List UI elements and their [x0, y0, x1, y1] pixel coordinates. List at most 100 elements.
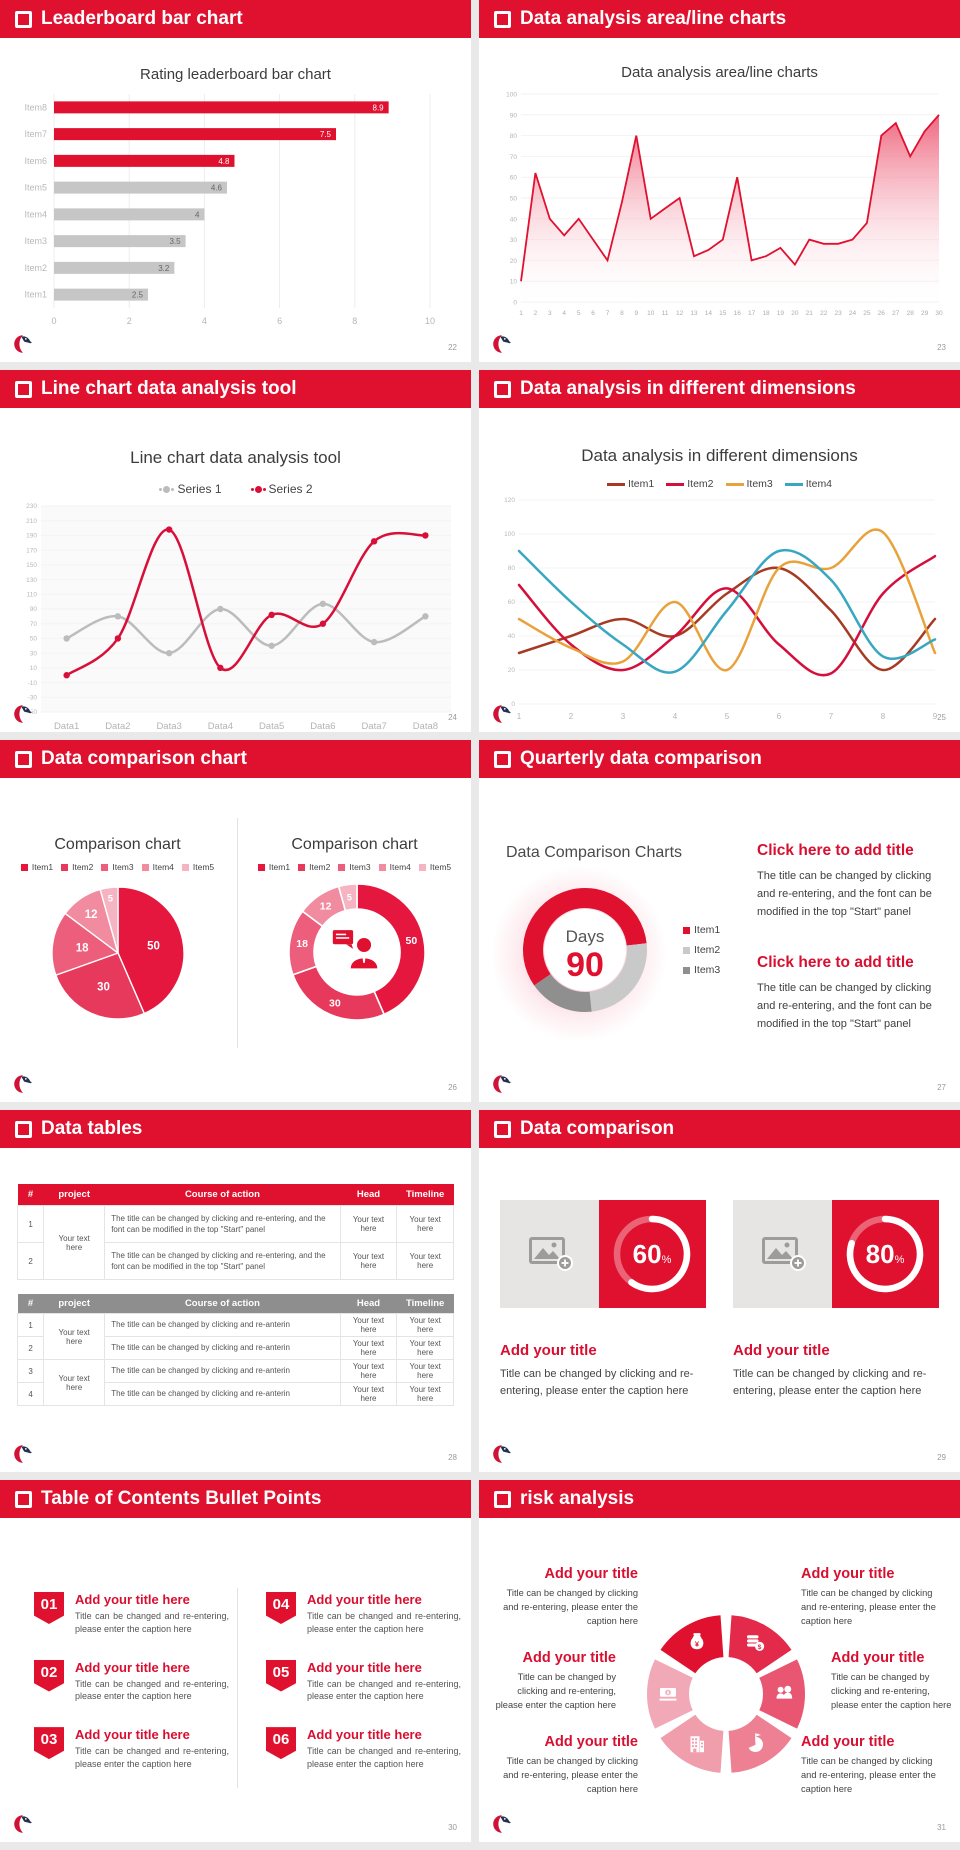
block-body: Title can be changed by clicking and re-…	[503, 1588, 638, 1626]
svg-text:40: 40	[508, 633, 516, 640]
svg-text:70: 70	[30, 621, 38, 628]
slide-leaderboard-bar-chart[interactable]: Leaderboard bar chart Rating leaderboard…	[0, 0, 471, 362]
chart-legend: Item1 Item2 Item3 Item4 Item5	[238, 862, 471, 872]
table-header-cell: Timeline	[396, 1184, 454, 1206]
svg-text:24: 24	[849, 310, 857, 317]
page-number: 25	[937, 713, 946, 722]
donut-slice	[337, 883, 358, 912]
svg-text:4.6: 4.6	[211, 184, 223, 193]
svg-text:100: 100	[506, 92, 517, 99]
item-caption: Title can be changed and re-entering, pl…	[307, 1678, 461, 1702]
svg-text:Item6: Item6	[24, 156, 47, 166]
toc-item[interactable]: 02 Add your title here Title can be chan…	[34, 1659, 229, 1704]
svg-text:Item1: Item1	[24, 290, 47, 300]
card-title: Add your title	[733, 1342, 830, 1359]
comparison-card[interactable]: 80%	[733, 1200, 939, 1308]
svg-text:4: 4	[673, 712, 678, 721]
item-caption: Title can be changed and re-entering, pl…	[75, 1611, 229, 1634]
block-body: Title can be changed by clicking and re-…	[503, 1756, 638, 1794]
comparison-card[interactable]: 60%	[500, 1200, 706, 1308]
text-block[interactable]: Click here to add title The title can be…	[757, 954, 947, 1033]
data-point	[268, 642, 275, 649]
risk-block[interactable]: Add your title Title can be changed by c…	[831, 1650, 957, 1713]
svg-text:Item3: Item3	[24, 236, 47, 246]
table-header-cell: #	[17, 1184, 44, 1206]
data-point	[370, 538, 378, 545]
svg-text:120: 120	[504, 497, 515, 504]
toc-item[interactable]: 06 Add your title here Title can be chan…	[266, 1727, 461, 1771]
chart-legend: Item1 Item2 Item3 Item4	[479, 478, 960, 490]
svg-text:¥: ¥	[667, 1691, 670, 1697]
block-body: Title can be changed by clicking and re-…	[801, 1756, 936, 1794]
svg-text:80%: 80%	[866, 1239, 905, 1269]
toc-item[interactable]: 05 Add your title here Title can be chan…	[266, 1659, 461, 1704]
svg-text:25: 25	[863, 310, 871, 317]
chart-legend: Item1 Item2 Item3	[683, 924, 720, 976]
number-badge: 05	[266, 1659, 296, 1692]
risk-block[interactable]: Add your title Title can be changed by c…	[801, 1566, 943, 1629]
svg-text:16: 16	[734, 310, 742, 317]
slide-data-tables[interactable]: Data tables # project Course of action Head…	[0, 1110, 471, 1472]
slide-data-comparison-chart[interactable]: Data comparison chart Comparison chart I…	[0, 740, 471, 1102]
bar-chart-svg: 0 2 4 6 8 10 8.9 Item8 7.5 Item7 4.8 Item6 4.6 Item5 4…	[24, 94, 435, 326]
toc-item[interactable]: 01 Add your title here Title can be chan…	[34, 1592, 229, 1636]
risk-block[interactable]: Add your title Title can be changed by c…	[801, 1734, 943, 1797]
pie-chart: 50 30 18 12 5	[47, 882, 189, 1029]
data-point	[165, 526, 173, 533]
brand-logo-icon	[492, 1074, 512, 1094]
page-number: 26	[448, 1083, 457, 1092]
risk-wheel-diagram: ¥ $ ¥	[601, 1576, 851, 1817]
svg-text:30: 30	[510, 237, 518, 244]
item-caption: Title can be changed and re-entering, pl…	[75, 1678, 229, 1702]
slide-area-line-charts[interactable]: Data analysis area/line charts Data anal…	[479, 0, 960, 362]
divider	[237, 1588, 238, 1788]
line-chart-svg: 0 20 40 60 80 100 120 1 2 3 4 5 6 7 8 9	[504, 497, 938, 721]
risk-block[interactable]: Add your title Title can be changed by c…	[500, 1734, 638, 1797]
risk-block[interactable]: Add your title Title can be changed by c…	[500, 1566, 638, 1629]
table-gray-container: # project Course of action Head Timeline 1 You…	[16, 1294, 454, 1406]
svg-text:0: 0	[511, 701, 515, 708]
text-block[interactable]: Click here to add title The title can be…	[757, 842, 947, 921]
slide-data-comparison-cards[interactable]: Data comparison 60% 80% Add your title T…	[479, 1110, 960, 1472]
slide-dimensions-line-chart[interactable]: Data analysis in different dimensions Da…	[479, 370, 960, 732]
chart-title: Comparison chart	[291, 836, 418, 853]
bar	[54, 208, 205, 221]
person-icon	[332, 930, 378, 969]
svg-text:90: 90	[566, 946, 604, 984]
slide-title: Data comparison chart	[41, 748, 247, 769]
slide-quarterly-comparison[interactable]: Quarterly data comparison Data Compariso…	[479, 740, 960, 1102]
legend-item: Series 2	[250, 482, 313, 496]
slide-toc-bullet-points[interactable]: Table of Contents Bullet Points 01 Add y…	[0, 1480, 471, 1842]
svg-text:30: 30	[329, 997, 341, 1009]
svg-text:18: 18	[296, 938, 308, 950]
progress-ring-svg: 60%	[613, 1215, 691, 1293]
risk-block[interactable]: Add your title Title can be changed by c…	[490, 1650, 616, 1713]
svg-text:4.8: 4.8	[218, 157, 230, 166]
data-point	[63, 635, 70, 642]
slide-risk-analysis[interactable]: risk analysis ¥ $ ¥ Add your title Title c…	[479, 1480, 960, 1842]
card-caption: Title can be changed by clicking and re-…	[733, 1368, 927, 1398]
svg-text:20: 20	[510, 258, 518, 265]
legend-item: Item3	[338, 862, 371, 872]
chart-title: Data Comparison Charts	[505, 844, 683, 861]
svg-text:190: 190	[26, 533, 37, 540]
number-badge: 03	[34, 1727, 64, 1760]
donut-segment	[534, 974, 592, 1012]
area-chart: 0 10 20 30 40 50 60 70 80 90 100 1 2 3 4 5 6 7 8 9 10 11 12 13 1…	[491, 86, 947, 325]
series-line	[517, 554, 937, 677]
data-point	[268, 611, 275, 619]
bar	[54, 101, 389, 114]
data-point	[165, 649, 173, 657]
svg-text:230: 230	[26, 503, 37, 510]
slide-title: Data analysis in different dimensions	[520, 378, 856, 399]
svg-text:210: 210	[26, 518, 37, 525]
svg-text:8: 8	[620, 310, 624, 317]
line-chart-svg: -50 -30 -10 10 30 50 70 90 110 130 150 170 190 210 230…	[26, 503, 451, 732]
slide-line-chart-tool[interactable]: Line chart data analysis tool Line chart…	[0, 370, 471, 732]
brand-logo-icon	[13, 1074, 33, 1094]
item-caption: Title can be changed and re-entering, pl…	[75, 1746, 229, 1769]
toc-item[interactable]: 03 Add your title here Title can be chan…	[34, 1727, 229, 1771]
toc-item[interactable]: 04 Add your title here Title can be chan…	[266, 1592, 461, 1636]
chart-legend: Series 1 Series 2	[0, 482, 471, 496]
